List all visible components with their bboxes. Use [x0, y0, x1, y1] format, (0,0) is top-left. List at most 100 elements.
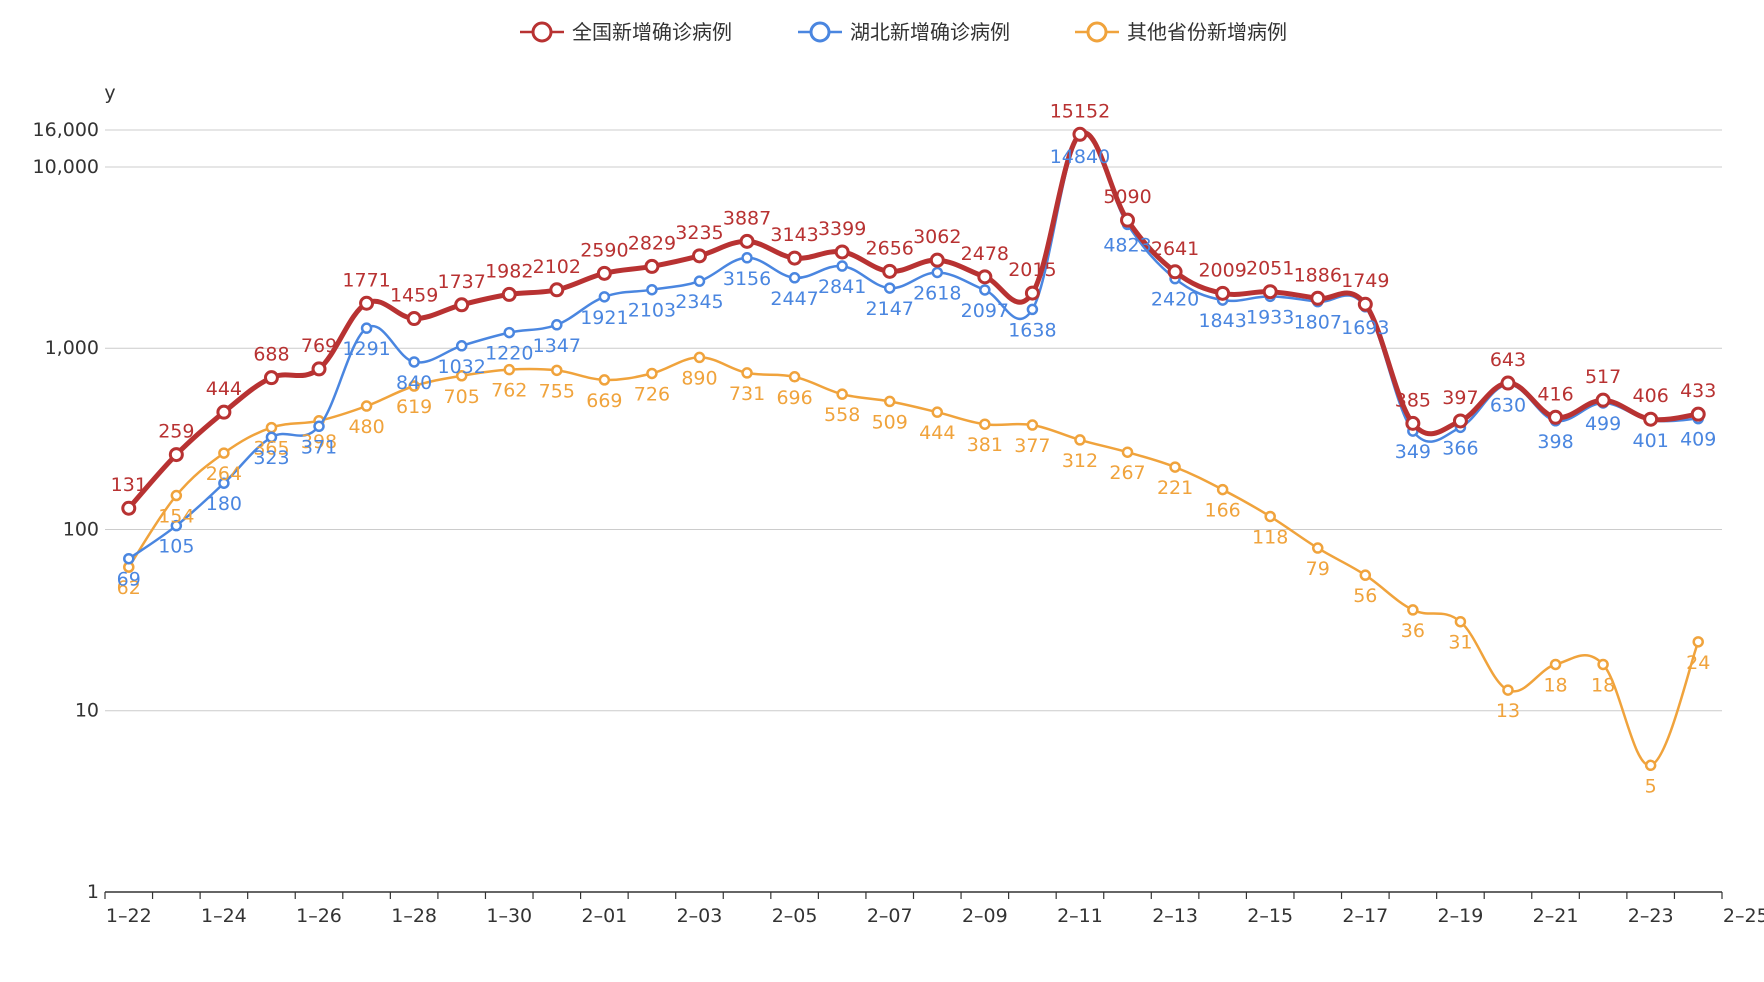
data-label: 3143	[770, 224, 818, 246]
data-label: 696	[776, 387, 812, 409]
data-point	[1548, 409, 1564, 425]
data-point	[1595, 392, 1611, 408]
data-point	[406, 311, 422, 327]
data-label: 31	[1448, 632, 1472, 654]
y-tick-label: 1	[87, 881, 99, 903]
series-line	[126, 130, 1699, 510]
data-label: 4823	[1103, 234, 1151, 256]
data-point	[551, 319, 563, 331]
data-label: 105	[158, 536, 194, 558]
data-label: 1737	[438, 271, 486, 293]
series-1	[121, 126, 1706, 516]
legend-item-3[interactable]: 其他省份新增病例	[1075, 20, 1287, 44]
x-tick-label: 1–24	[201, 905, 247, 927]
x-tick-label: 1–30	[486, 905, 532, 927]
data-label: 2103	[628, 300, 676, 322]
y-axis-ticks: 1 10 100 1,000 10,000 16,000	[33, 119, 99, 903]
legend-item-2[interactable]: 湖北新增确诊病例	[798, 20, 1010, 44]
data-label: 366	[1442, 437, 1478, 459]
data-label: 688	[253, 344, 289, 366]
legend[interactable]: 全国新增确诊病例 湖北新增确诊病例 其他省份新增病例	[520, 20, 1287, 44]
data-label: 2590	[580, 239, 628, 261]
data-label: 118	[1252, 526, 1288, 548]
x-tick-label: 2–09	[962, 905, 1008, 927]
data-label: 154	[158, 506, 194, 528]
data-label: 385	[1395, 389, 1431, 411]
y-tick-label: 100	[63, 518, 99, 540]
data-label: 312	[1062, 450, 1098, 472]
legend-item-1[interactable]: 全国新增确诊病例	[520, 20, 732, 44]
data-point	[787, 250, 803, 266]
data-label: 2147	[866, 298, 914, 320]
data-point	[1643, 411, 1659, 427]
data-label: 166	[1204, 500, 1240, 522]
data-point	[1264, 510, 1276, 523]
data-point	[121, 500, 137, 516]
x-tick-label: 2–07	[867, 905, 913, 927]
data-label: 1459	[390, 285, 438, 307]
x-tick-label: 2–17	[1342, 905, 1388, 927]
data-label: 558	[824, 404, 860, 426]
data-label: 840	[396, 372, 432, 394]
data-point	[691, 248, 707, 264]
data-label: 416	[1537, 383, 1573, 405]
data-point	[1169, 461, 1181, 473]
data-label: 3887	[723, 207, 771, 229]
data-label: 755	[539, 380, 575, 402]
data-point	[788, 371, 801, 383]
data-point	[883, 395, 896, 408]
legend-marker	[809, 21, 831, 43]
data-label: 517	[1585, 366, 1621, 388]
data-label: 398	[1537, 431, 1573, 453]
data-label: 643	[1490, 349, 1526, 371]
data-point	[218, 447, 230, 459]
data-point	[741, 252, 753, 264]
data-point	[1549, 658, 1562, 671]
data-point	[1690, 406, 1706, 422]
data-point	[646, 283, 658, 296]
x-tick-label: 2–13	[1152, 905, 1198, 927]
data-point	[693, 275, 706, 287]
data-label: 890	[681, 367, 717, 389]
data-label: 323	[253, 447, 289, 469]
data-label: 1291	[342, 338, 390, 360]
data-label: 444	[919, 422, 955, 444]
data-label: 1921	[580, 307, 628, 329]
data-point	[598, 374, 611, 386]
data-point	[1500, 375, 1516, 391]
data-label: 180	[206, 493, 242, 515]
data-point	[549, 282, 565, 298]
data-label: 1982	[485, 260, 533, 282]
data-point	[883, 282, 896, 294]
data-point	[218, 477, 230, 489]
data-label: 409	[1680, 429, 1716, 451]
data-point	[1357, 296, 1373, 312]
x-tick-label: 2–01	[581, 905, 627, 927]
legend-label: 其他省份新增病例	[1127, 20, 1287, 44]
data-label: 1032	[438, 356, 486, 378]
data-label: 3156	[723, 268, 771, 290]
data-point	[646, 367, 658, 380]
data-label: 14840	[1050, 146, 1110, 168]
data-label: 1693	[1341, 317, 1389, 339]
data-point	[1120, 212, 1136, 228]
data-label: 18	[1591, 674, 1615, 696]
data-point	[455, 370, 468, 382]
data-point	[551, 364, 563, 377]
data-point	[979, 284, 991, 296]
data-label: 79	[1306, 558, 1330, 580]
data-point	[503, 326, 515, 339]
data-label: 1771	[342, 269, 390, 291]
y-axis-title: y	[104, 82, 115, 104]
data-label: 69	[117, 569, 141, 591]
data-point	[834, 244, 850, 260]
y-tick-label: 10	[75, 700, 99, 722]
y-tick-label: 10,000	[33, 156, 99, 178]
data-label: 2097	[961, 300, 1009, 322]
data-point	[644, 258, 660, 274]
data-point	[1405, 415, 1421, 431]
data-label: 1807	[1294, 312, 1342, 334]
data-point	[1072, 126, 1088, 142]
legend-label: 湖北新增确诊病例	[850, 20, 1010, 44]
